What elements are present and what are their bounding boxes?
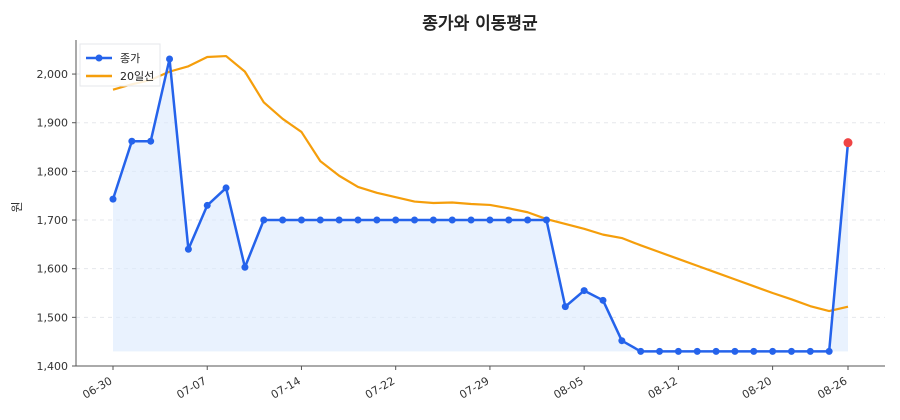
x-tick-label: 08-20 bbox=[740, 374, 774, 401]
legend: 종가 20일선 bbox=[79, 43, 161, 87]
close-point bbox=[674, 347, 682, 355]
x-axis-ticks: 06-30 07-07 07-14 07-22 07-29 08-05 08-12 08-20… bbox=[80, 366, 850, 402]
close-point bbox=[147, 137, 155, 145]
close-point bbox=[429, 216, 437, 224]
close-point bbox=[524, 216, 532, 224]
close-point bbox=[279, 216, 287, 224]
y-tick-label: 2,000 bbox=[37, 68, 69, 81]
x-tick-label: 08-12 bbox=[646, 374, 680, 401]
close-series-line bbox=[111, 57, 850, 353]
close-point bbox=[241, 263, 249, 271]
close-point bbox=[787, 347, 795, 355]
close-point bbox=[750, 347, 758, 355]
close-point bbox=[354, 216, 362, 224]
close-point bbox=[297, 216, 305, 224]
y-tick-label: 1,500 bbox=[37, 311, 69, 324]
y-tick-label: 1,900 bbox=[37, 117, 69, 130]
close-point bbox=[618, 337, 626, 345]
close-point bbox=[599, 296, 607, 304]
legend-ma20-label: 20일선 bbox=[120, 69, 154, 83]
ma20-series-line bbox=[112, 54, 849, 313]
close-point bbox=[580, 287, 588, 295]
x-tick-label: 07-14 bbox=[269, 374, 303, 401]
gridlines bbox=[76, 73, 885, 318]
x-tick-label: 08-05 bbox=[551, 374, 585, 401]
x-tick-label: 07-22 bbox=[363, 374, 397, 401]
close-point bbox=[184, 245, 192, 253]
close-point bbox=[467, 216, 475, 224]
close-point bbox=[712, 347, 720, 355]
close-point bbox=[335, 216, 343, 224]
close-point bbox=[392, 216, 400, 224]
close-point bbox=[166, 55, 174, 63]
close-point bbox=[260, 216, 268, 224]
close-point bbox=[486, 216, 494, 224]
close-point bbox=[825, 347, 833, 355]
close-point bbox=[769, 347, 777, 355]
close-point bbox=[637, 347, 645, 355]
x-tick-label: 08-26 bbox=[815, 374, 849, 401]
close-point bbox=[128, 137, 136, 145]
close-point bbox=[505, 216, 513, 224]
x-tick-label: 07-07 bbox=[175, 374, 209, 401]
close-area-fill bbox=[113, 58, 848, 352]
close-point bbox=[109, 195, 117, 203]
close-point bbox=[731, 347, 739, 355]
close-point bbox=[203, 201, 211, 209]
plot-area bbox=[109, 54, 853, 355]
close-point bbox=[542, 216, 550, 224]
y-tick-label: 1,600 bbox=[37, 263, 69, 276]
axes bbox=[75, 40, 885, 367]
y-axis-ticks: 1,400 1,500 1,600 1,700 1,800 1,900 2,000 bbox=[37, 68, 76, 373]
legend-close-label: 종가 bbox=[120, 52, 140, 65]
close-point bbox=[656, 347, 664, 355]
y-tick-label: 1,700 bbox=[37, 214, 69, 227]
close-point bbox=[693, 347, 701, 355]
chart-title: 종가와 이동평균 bbox=[422, 14, 538, 34]
close-point bbox=[316, 216, 324, 224]
y-axis-label: 원 bbox=[10, 201, 24, 212]
close-point bbox=[222, 184, 230, 192]
y-tick-label: 1,400 bbox=[37, 360, 69, 373]
close-point bbox=[561, 303, 569, 311]
legend-close-marker bbox=[95, 54, 103, 62]
x-tick-label: 07-29 bbox=[457, 374, 491, 401]
x-tick-label: 06-30 bbox=[80, 374, 114, 401]
y-tick-label: 1,800 bbox=[37, 165, 69, 178]
close-point bbox=[448, 216, 456, 224]
close-point bbox=[411, 216, 419, 224]
last-close-point bbox=[843, 138, 853, 148]
legend-box bbox=[79, 43, 161, 87]
close-point bbox=[806, 347, 814, 355]
close-point bbox=[373, 216, 381, 224]
